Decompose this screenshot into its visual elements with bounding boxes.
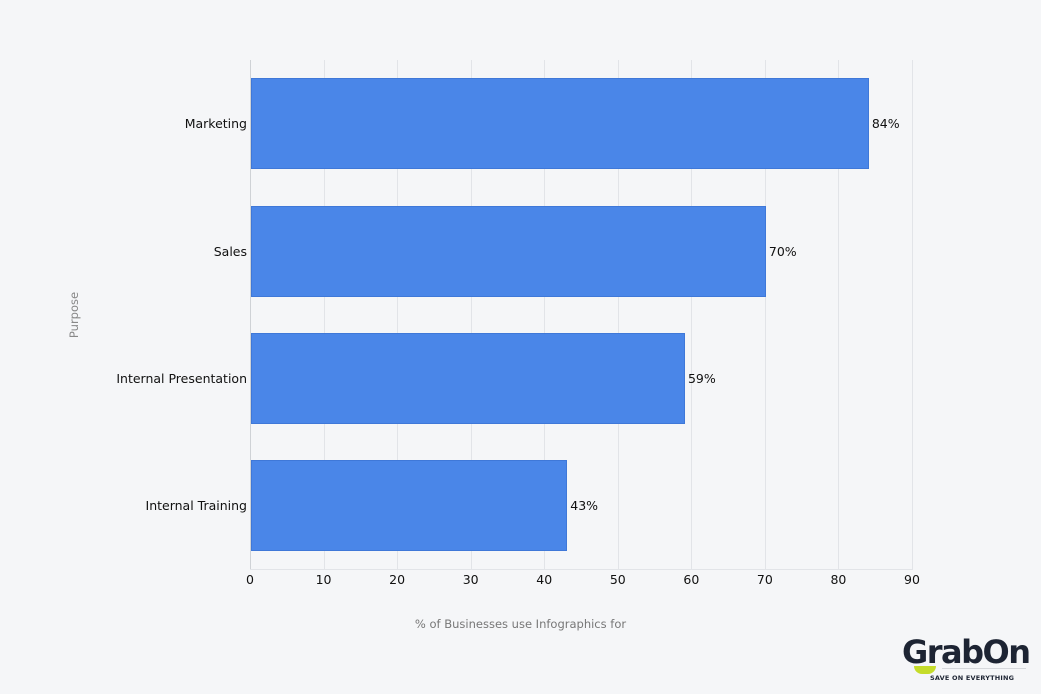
bar-internal-presentation: [251, 333, 685, 424]
gridline: [471, 60, 472, 570]
gridline: [765, 60, 766, 570]
gridline: [691, 60, 692, 570]
category-label: Marketing: [184, 115, 247, 131]
logo-divider: [942, 668, 1026, 669]
x-tick-label: 70: [756, 572, 773, 587]
x-tick-label: 0: [246, 572, 254, 587]
grabon-logo: GrabOn SAVE ON EVERYTHING: [902, 633, 1031, 686]
bar-marketing: [251, 78, 869, 169]
y-axis-title: Purpose: [67, 291, 81, 339]
x-tick-label: 20: [389, 572, 406, 587]
x-tick-label: 90: [904, 572, 920, 587]
x-axis-line: [250, 569, 913, 570]
gridline: [544, 60, 545, 570]
value-label: 84%: [871, 115, 900, 131]
gridline: [397, 60, 398, 570]
logo-tagline: SAVE ON EVERYTHING: [930, 674, 1015, 682]
bar-internal-training: [251, 460, 567, 551]
gridline: [324, 60, 325, 570]
category-label: Sales: [213, 243, 247, 259]
gridline: [838, 60, 839, 570]
logo-smile-icon: [914, 666, 936, 674]
x-tick-label: 30: [462, 572, 479, 587]
gridline: [618, 60, 619, 570]
x-tick-label: 50: [609, 572, 626, 587]
y-axis-line: [250, 60, 251, 570]
bar-sales: [251, 206, 766, 297]
category-label: Internal Presentation: [116, 370, 247, 386]
value-label: 59%: [687, 370, 716, 386]
x-tick-label: 40: [536, 572, 553, 587]
value-label: 43%: [570, 497, 599, 513]
x-tick-label: 10: [315, 572, 332, 587]
value-label: 70%: [768, 243, 797, 259]
x-axis-title: % of Businesses use Infographics for: [414, 617, 627, 631]
gridline: [912, 60, 913, 570]
logo-wordmark: GrabOn: [902, 633, 1031, 671]
x-tick-label: 80: [830, 572, 847, 587]
category-label: Internal Training: [145, 497, 247, 513]
x-tick-label: 60: [683, 572, 700, 587]
